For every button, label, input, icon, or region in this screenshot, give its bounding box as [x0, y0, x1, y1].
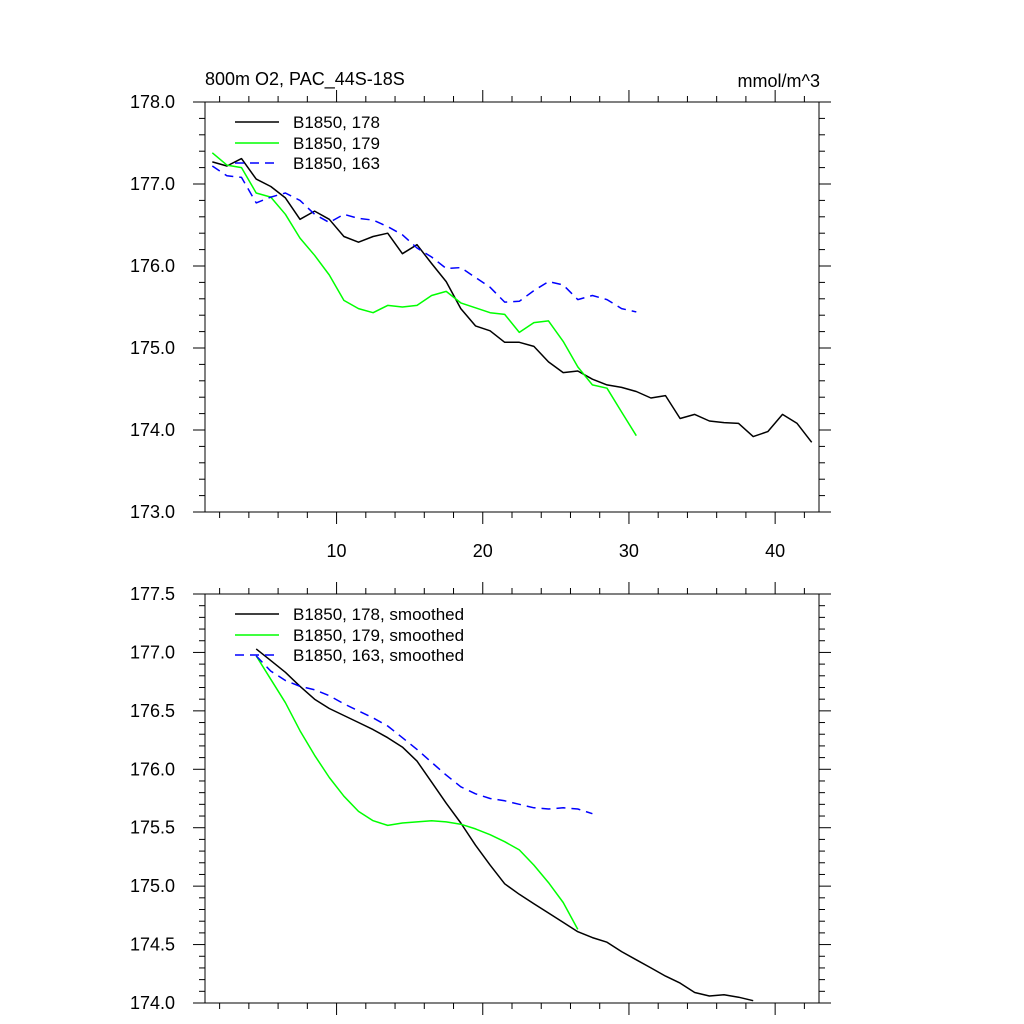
- top-panel-frame: [204, 101, 820, 513]
- y-tick-label: 175.0: [130, 338, 175, 358]
- y-tick-label: 177.5: [130, 584, 175, 604]
- y-tick-label: 177.0: [130, 174, 175, 194]
- top-panel: 800m O2, PAC_44S-18S mmol/m^3 10 20 30 40 17…: [130, 69, 831, 561]
- series-line-0-1: [211, 152, 637, 437]
- legend-label-178-smoothed: B1850, 178, smoothed: [293, 605, 464, 624]
- legend-label-178: B1850, 178: [293, 113, 380, 132]
- y-tick-label: 176.0: [130, 256, 175, 276]
- y-tick-label: 176.0: [130, 759, 175, 779]
- y-tick-label: 175.0: [130, 876, 175, 896]
- series-line-1-0: [255, 648, 754, 1002]
- y-tick-label: 177.0: [130, 642, 175, 662]
- legend-label-179: B1850, 179: [293, 134, 380, 153]
- series-line-1-2: [255, 655, 593, 815]
- legend-label-179-smoothed: B1850, 179, smoothed: [293, 626, 464, 645]
- bottom-panel-frame: [204, 593, 820, 1004]
- y-tick-label: 174.0: [130, 993, 175, 1013]
- x-tick-label: 10: [327, 541, 347, 561]
- series-line-1-1: [255, 655, 579, 930]
- x-tick-label: 30: [619, 541, 639, 561]
- top-panel-legend: B1850, 178 B1850, 179 B1850, 163: [235, 113, 380, 173]
- title-left: 800m O2, PAC_44S-18S: [205, 69, 405, 90]
- legend-label-163-smoothed: B1850, 163, smoothed: [293, 646, 464, 665]
- x-tick-label: 20: [473, 541, 493, 561]
- y-tick-label: 174.5: [130, 935, 175, 955]
- y-tick-label: 178.0: [130, 92, 175, 112]
- bottom-panel-series: [255, 648, 754, 1002]
- bottom-panel-legend: B1850, 178, smoothed B1850, 179, smoothe…: [235, 605, 464, 665]
- legend-label-163: B1850, 163: [293, 154, 380, 173]
- series-line-0-2: [211, 165, 637, 313]
- top-panel-ticks: 10 20 30 40 173.0 174.0 175.0 176.0 177.0 178.0: [130, 90, 831, 561]
- bottom-panel: 174.0 174.5 175.0 175.5 176.0 176.5 177.0 177.5…: [130, 582, 831, 1015]
- y-tick-label: 174.0: [130, 420, 175, 440]
- y-tick-label: 176.5: [130, 701, 175, 721]
- y-tick-label: 173.0: [130, 502, 175, 522]
- y-tick-label: 175.5: [130, 818, 175, 838]
- title-right: mmol/m^3: [738, 71, 820, 91]
- top-panel-series: [211, 152, 813, 443]
- bottom-panel-ticks: 174.0 174.5 175.0 175.5 176.0 176.5 177.0 177.5: [130, 582, 831, 1015]
- x-tick-label: 40: [765, 541, 785, 561]
